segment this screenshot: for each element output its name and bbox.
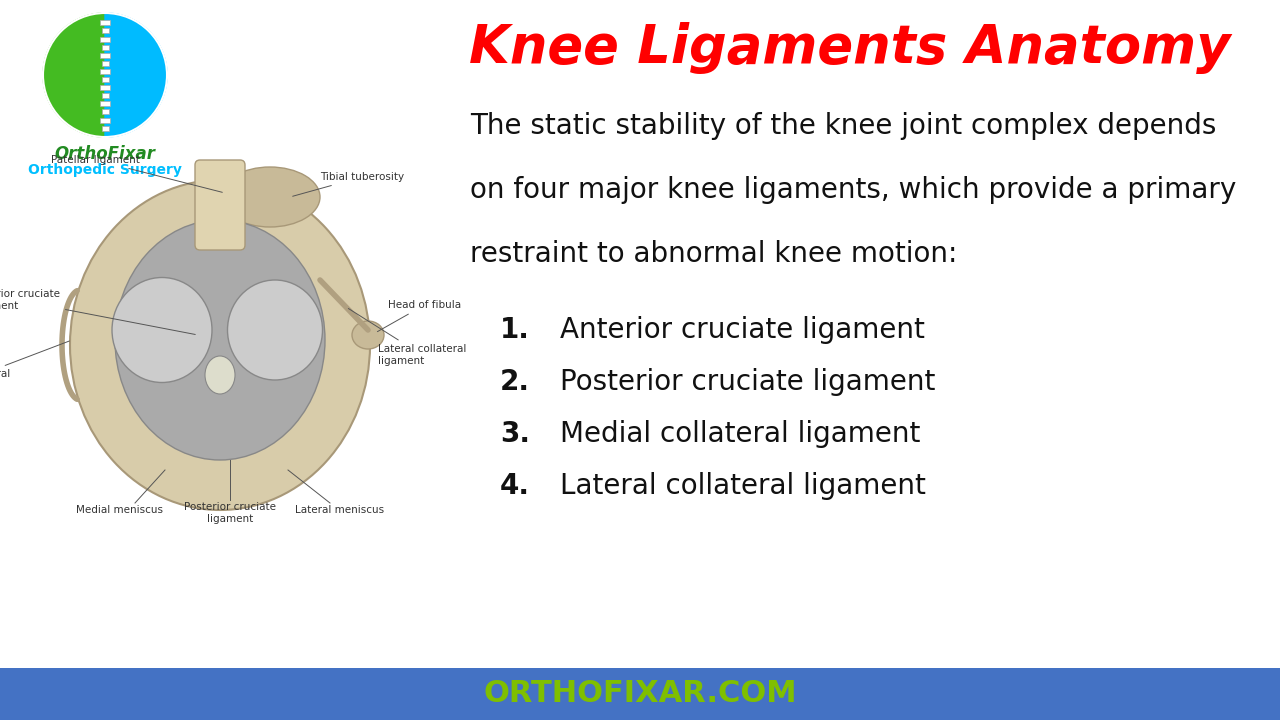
Text: Anterior cruciate ligament: Anterior cruciate ligament [561, 316, 925, 344]
Text: 3.: 3. [500, 420, 530, 448]
Text: 2.: 2. [500, 368, 530, 396]
Bar [101, 94, 109, 98]
Bar [101, 77, 109, 82]
Text: Knee Ligaments Anatomy: Knee Ligaments Anatomy [470, 22, 1231, 74]
Bar [100, 85, 110, 90]
Circle shape [44, 13, 166, 137]
Bar [101, 109, 109, 114]
Text: Tibial tuberosity: Tibial tuberosity [293, 172, 404, 197]
Text: Lateral collateral
ligament: Lateral collateral ligament [348, 308, 466, 366]
Text: on four major knee ligaments, which provide a primary: on four major knee ligaments, which prov… [470, 176, 1236, 204]
Text: ORTHOFIXAR.COM: ORTHOFIXAR.COM [483, 680, 797, 708]
Bar [100, 53, 110, 58]
Text: Posterior cruciate ligament: Posterior cruciate ligament [561, 368, 936, 396]
Bar [101, 60, 109, 66]
Text: Lateral meniscus: Lateral meniscus [296, 505, 384, 515]
Text: Head of fibula: Head of fibula [378, 300, 461, 332]
Text: The static stability of the knee joint complex depends: The static stability of the knee joint c… [470, 112, 1216, 140]
Bar [100, 102, 110, 107]
Text: Medial collateral ligament: Medial collateral ligament [561, 420, 920, 448]
Text: restraint to abnormal knee motion:: restraint to abnormal knee motion: [470, 240, 957, 268]
Text: Lateral collateral ligament: Lateral collateral ligament [561, 472, 925, 500]
Polygon shape [105, 13, 166, 137]
Ellipse shape [70, 180, 370, 510]
Bar [100, 117, 110, 122]
FancyBboxPatch shape [195, 160, 244, 250]
Ellipse shape [115, 220, 325, 460]
Ellipse shape [113, 277, 212, 382]
Text: 4.: 4. [500, 472, 530, 500]
Bar [100, 20, 110, 25]
Text: Orthopedic Surgery: Orthopedic Surgery [28, 163, 182, 177]
Ellipse shape [228, 280, 323, 380]
Text: Medial collateral
ligament: Medial collateral ligament [0, 341, 69, 391]
Text: OrthoFixar: OrthoFixar [55, 145, 155, 163]
Text: 1.: 1. [500, 316, 530, 344]
Bar [100, 37, 110, 42]
Text: Posterior cruciate
ligament: Posterior cruciate ligament [184, 503, 276, 524]
Bar [101, 45, 109, 50]
Text: Medial meniscus: Medial meniscus [77, 505, 164, 515]
Text: Anterior cruciate
ligament: Anterior cruciate ligament [0, 289, 196, 335]
Ellipse shape [205, 356, 236, 394]
Ellipse shape [220, 167, 320, 227]
Bar [101, 28, 109, 33]
Text: Patellar ligament: Patellar ligament [51, 155, 223, 192]
Polygon shape [44, 13, 105, 137]
Bar [101, 126, 109, 131]
Bar [100, 69, 110, 74]
Ellipse shape [352, 321, 384, 349]
Bar [0, 668, 1280, 720]
